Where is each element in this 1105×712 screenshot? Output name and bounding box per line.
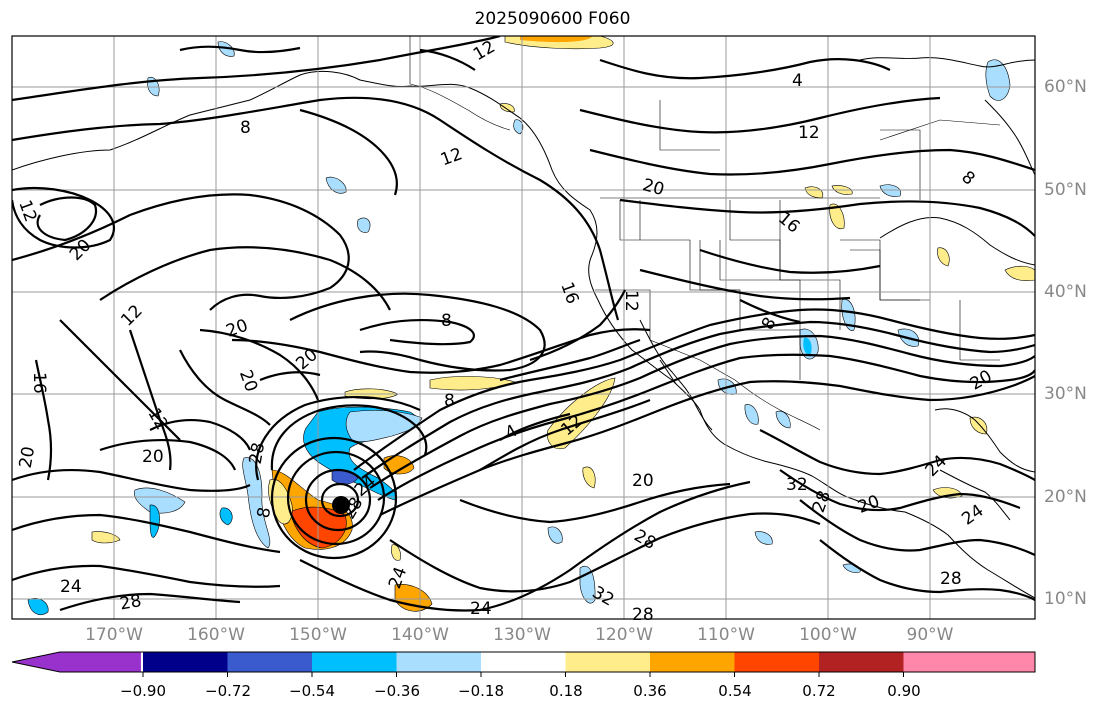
- yellow-anomaly-patch: [268, 479, 293, 525]
- colorbar-tick-label: 0.54: [718, 682, 752, 700]
- colorbar-segment: [565, 652, 650, 672]
- lon-label: 160°W: [187, 625, 245, 645]
- map-frame: [11, 35, 1036, 620]
- lon-label: 110°W: [697, 625, 755, 645]
- colorbar-outline: [11, 651, 1036, 673]
- contour-label: 16: [29, 372, 49, 394]
- contour-label: 20: [142, 447, 164, 467]
- lon-label: 120°W: [595, 625, 653, 645]
- colorbar-tick-label: 0.90: [887, 682, 921, 700]
- colorbar-tick-label: 0.72: [802, 682, 836, 700]
- colorbar-segment: [650, 652, 735, 672]
- colorbar-tick-label: −0.90: [120, 682, 166, 700]
- contour-label: 28: [632, 605, 654, 625]
- graticule: [12, 36, 1035, 619]
- lon-label: 130°W: [493, 625, 551, 645]
- coastlines: [12, 57, 1035, 599]
- colorbar-ticks: [142, 672, 904, 677]
- contour-label: 8: [240, 118, 251, 138]
- lat-label: 40°N: [1044, 282, 1087, 302]
- colorbar-segment: [227, 652, 312, 672]
- contour-label: 24: [60, 577, 82, 597]
- contour-label: 4: [792, 71, 803, 91]
- lon-label: 140°W: [391, 625, 449, 645]
- contour-label: 32: [786, 475, 808, 495]
- contour-label: 12: [621, 290, 641, 312]
- colorbar-tick-label: 0.18: [549, 682, 583, 700]
- colorbar-tick-label: −0.36: [374, 682, 420, 700]
- contour-lines: [12, 36, 1035, 612]
- colorbar-extend-max: [1005, 652, 1035, 672]
- colorbar-segment: [734, 652, 819, 672]
- contour-label: 28: [940, 569, 962, 589]
- colorbar-segment: [903, 652, 1035, 672]
- lat-label: 30°N: [1044, 384, 1087, 404]
- lon-label: 100°W: [799, 625, 857, 645]
- contour-label: 24: [470, 599, 492, 619]
- colorbar-segment: [396, 652, 481, 672]
- contour-label: 20: [632, 471, 654, 491]
- colorbar-segment: [481, 652, 566, 672]
- political-borders: [409, 36, 1001, 431]
- lat-label: 20°N: [1044, 487, 1087, 507]
- storm-center-marker: [332, 496, 350, 514]
- colorbar-segments: [12, 652, 1035, 672]
- lon-label: 90°W: [906, 625, 954, 645]
- colorbar-segment: [143, 652, 228, 672]
- lat-label: 50°N: [1044, 180, 1087, 200]
- contour-label: 8: [441, 311, 452, 331]
- contour-label: 20: [16, 445, 39, 470]
- contour-label: 12: [798, 123, 820, 143]
- contour-label: 28: [246, 441, 269, 466]
- lon-label: 150°W: [289, 625, 347, 645]
- colorbar-tick-label: −0.18: [458, 682, 504, 700]
- weak-negative-anomaly-patch: [345, 410, 423, 442]
- colorbar-tick-label: 0.36: [633, 682, 667, 700]
- lat-label: 60°N: [1044, 77, 1087, 97]
- lon-label: 170°W: [85, 625, 143, 645]
- map-title: 2025090600 F060: [474, 9, 631, 29]
- lat-label: 10°N: [1044, 589, 1087, 609]
- colorbar-segment: [819, 652, 904, 672]
- colorbar-extend-min: [12, 652, 141, 672]
- contour-label: 8: [444, 391, 455, 411]
- colorbar-segment: [312, 652, 397, 672]
- colorbar-tick-label: −0.54: [289, 682, 335, 700]
- colorbar-tick-label: −0.72: [205, 682, 251, 700]
- colorbar: [11, 651, 1036, 677]
- contour-label: 28: [118, 591, 143, 614]
- contour-label: 8: [254, 506, 276, 520]
